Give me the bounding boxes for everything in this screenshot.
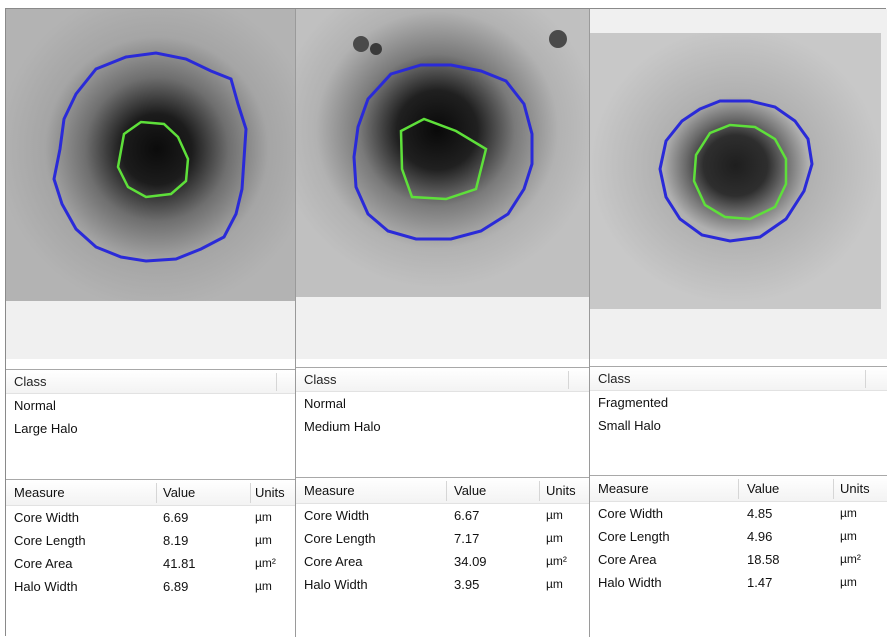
measure-unit: µm	[255, 579, 272, 593]
table-row[interactable]: Core Length 4.96 µm	[590, 525, 887, 548]
class-header-label: Class	[598, 371, 631, 386]
measure-name: Core Area	[304, 554, 363, 569]
table-row[interactable]: Core Width 6.69 µm	[6, 506, 295, 529]
measure-unit: µm²	[546, 554, 567, 568]
measure-value: 6.89	[163, 579, 189, 594]
table-row[interactable]: Core Area 18.58 µm²	[590, 548, 887, 571]
measure-value: 41.81	[163, 556, 196, 571]
measure-unit: µm	[546, 577, 563, 591]
value-column-header[interactable]: Value	[454, 483, 487, 498]
measure-value: 6.69	[163, 510, 189, 525]
measure-name: Core Length	[598, 529, 670, 544]
column-separator	[156, 483, 157, 503]
measure-table-header: Measure Value Units	[590, 476, 887, 502]
measure-unit: µm	[840, 575, 857, 589]
measure-value: 34.09	[454, 554, 487, 569]
measure-value: 6.67	[454, 508, 480, 523]
class-header-label: Class	[14, 374, 47, 389]
table-row[interactable]: Halo Width 6.89 µm	[6, 575, 295, 598]
measure-value: 1.47	[747, 575, 773, 590]
class-value: Normal	[304, 396, 346, 411]
class-header[interactable]: Class	[296, 368, 589, 392]
measure-value: 18.58	[747, 552, 780, 567]
column-separator	[568, 371, 569, 389]
cell-analysis-view: Class Normal Large Halo Measure Value Un…	[5, 8, 887, 637]
table-row[interactable]: Core Length 7.17 µm	[296, 527, 589, 550]
measure-unit: µm	[840, 506, 857, 520]
class-table: Class Normal Medium Halo	[296, 367, 589, 467]
table-row[interactable]: Halo Width 1.47 µm	[590, 571, 887, 594]
measure-column-header[interactable]: Measure	[598, 481, 649, 496]
units-column-header[interactable]: Units	[840, 481, 870, 496]
measure-value: 7.17	[454, 531, 480, 546]
measure-name: Halo Width	[598, 575, 662, 590]
column-separator	[276, 373, 277, 391]
class-value: Large Halo	[14, 421, 78, 436]
units-column-header[interactable]: Units	[255, 485, 285, 500]
measure-unit: µm²	[255, 556, 276, 570]
measure-unit: µm	[546, 531, 563, 545]
column-separator	[833, 479, 834, 499]
table-row[interactable]: Core Width 6.67 µm	[296, 504, 589, 527]
measure-table: Measure Value Units Core Width 6.69 µm C…	[6, 479, 295, 637]
measure-table-header: Measure Value Units	[6, 480, 295, 506]
measure-unit: µm²	[840, 552, 861, 566]
measure-column-header[interactable]: Measure	[14, 485, 65, 500]
cell-panel-3: Class Fragmented Small Halo Measure Valu…	[590, 9, 887, 637]
class-value: Fragmented	[598, 395, 669, 410]
measure-value: 3.95	[454, 577, 480, 592]
class-value: Small Halo	[598, 418, 661, 433]
measure-value: 8.19	[163, 533, 189, 548]
class-value: Normal	[14, 398, 56, 413]
measure-name: Core Width	[598, 506, 664, 521]
class-header[interactable]: Class	[6, 370, 295, 394]
cell-image-3[interactable]	[590, 9, 887, 359]
class-table: Class Fragmented Small Halo	[590, 366, 887, 466]
measure-name: Core Area	[598, 552, 657, 567]
measure-unit: µm	[546, 508, 563, 522]
table-row[interactable]: Halo Width 3.95 µm	[296, 573, 589, 596]
table-row[interactable]: Core Width 4.85 µm	[590, 502, 887, 525]
measure-unit: µm	[840, 529, 857, 543]
measure-unit: µm	[255, 533, 272, 547]
measure-table: Measure Value Units Core Width 4.85 µm C…	[590, 475, 887, 637]
column-separator	[865, 370, 866, 388]
class-value: Medium Halo	[304, 419, 381, 434]
measure-name: Halo Width	[14, 579, 78, 594]
value-column-header[interactable]: Value	[747, 481, 780, 496]
measure-name: Core Length	[304, 531, 376, 546]
class-table: Class Normal Large Halo	[6, 369, 295, 469]
cell-image-1[interactable]	[6, 9, 295, 359]
column-separator	[446, 481, 447, 501]
measure-value: 4.96	[747, 529, 773, 544]
table-row[interactable]: Core Length 8.19 µm	[6, 529, 295, 552]
measure-name: Halo Width	[304, 577, 368, 592]
cell-panel-1: Class Normal Large Halo Measure Value Un…	[6, 9, 296, 637]
measure-name: Core Width	[304, 508, 370, 523]
measure-name: Core Width	[14, 510, 80, 525]
class-header-label: Class	[304, 372, 337, 387]
table-row[interactable]: Core Area 41.81 µm²	[6, 552, 295, 575]
measure-table: Measure Value Units Core Width 6.67 µm C…	[296, 477, 589, 637]
table-row[interactable]: Core Area 34.09 µm²	[296, 550, 589, 573]
column-separator	[539, 481, 540, 501]
column-separator	[738, 479, 739, 499]
measure-value: 4.85	[747, 506, 773, 521]
cell-panel-2: Class Normal Medium Halo Measure Value U…	[296, 9, 590, 637]
measure-unit: µm	[255, 510, 272, 524]
column-separator	[250, 483, 251, 503]
cell-image-2[interactable]	[296, 9, 589, 359]
value-column-header[interactable]: Value	[163, 485, 196, 500]
units-column-header[interactable]: Units	[546, 483, 576, 498]
measure-name: Core Length	[14, 533, 86, 548]
measure-column-header[interactable]: Measure	[304, 483, 355, 498]
measure-table-header: Measure Value Units	[296, 478, 589, 504]
measure-name: Core Area	[14, 556, 73, 571]
class-header[interactable]: Class	[590, 367, 887, 391]
